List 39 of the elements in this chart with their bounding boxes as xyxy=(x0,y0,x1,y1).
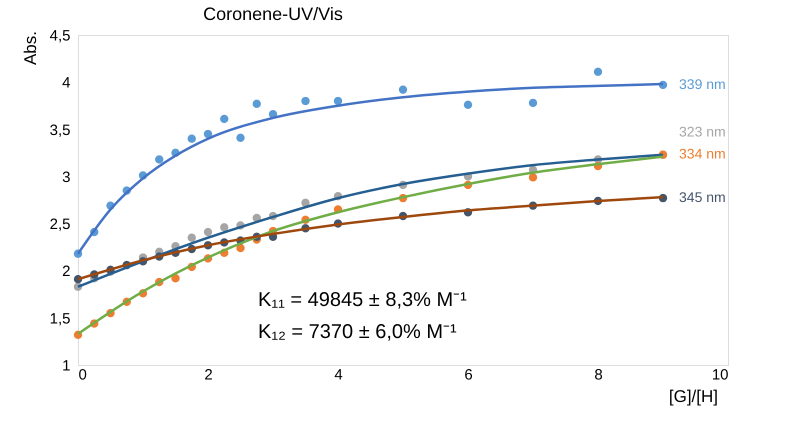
y-tick-label: 3 xyxy=(62,168,70,186)
x-tick-label: 10 xyxy=(712,366,728,384)
y-tick-label: 2 xyxy=(62,263,70,280)
point xyxy=(464,100,472,109)
point xyxy=(188,134,196,143)
x-axis-title: [G]/[H] xyxy=(668,387,718,406)
point xyxy=(594,68,602,76)
point xyxy=(528,98,538,108)
series-label: 339 nm xyxy=(679,76,726,92)
point xyxy=(155,155,164,164)
chart-title: Coronene-UV/Vis xyxy=(203,4,343,24)
y-tick-label: 4 xyxy=(62,74,70,92)
series-label: 334 nm xyxy=(679,146,726,162)
x-tick-label: 0 xyxy=(78,366,87,384)
x-tick-label: 6 xyxy=(464,366,473,384)
x-tick-label: 2 xyxy=(204,366,213,384)
y-tick-label: 1,5 xyxy=(50,310,70,328)
x-tick-label: 8 xyxy=(594,366,603,384)
y-tick-label: 2,5 xyxy=(50,216,70,234)
series-label: 345 nm xyxy=(679,189,726,206)
y-tick-label: 1 xyxy=(62,358,70,374)
point xyxy=(204,228,212,236)
y-axis-title: Abs. xyxy=(21,31,40,66)
point xyxy=(220,223,228,232)
y-tick-label: 3,5 xyxy=(50,122,70,139)
point xyxy=(220,114,228,124)
annotation: K₁₂ = 7370 ± 6,0% M⁻¹ xyxy=(258,321,458,343)
point xyxy=(334,96,342,106)
point xyxy=(188,234,196,242)
annotation: K₁₁ = 49845 ± 8,3% M⁻¹ xyxy=(258,289,468,311)
y-tick-label: 4,5 xyxy=(50,28,70,44)
x-tick-label: 4 xyxy=(334,366,343,384)
point xyxy=(398,86,408,94)
point xyxy=(236,134,245,142)
point xyxy=(301,96,310,106)
point xyxy=(252,100,261,108)
point xyxy=(528,173,538,182)
point xyxy=(204,130,212,138)
series-label: 323 nm xyxy=(679,124,726,140)
